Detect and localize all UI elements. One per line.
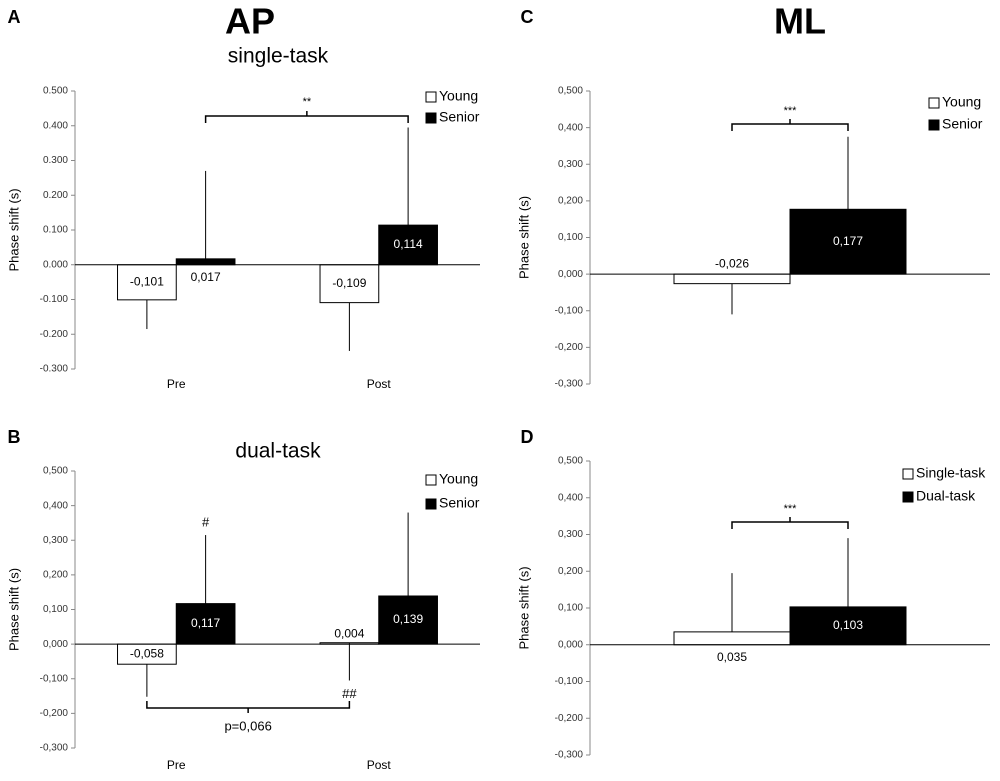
- legend-swatch: [928, 97, 940, 109]
- y-tick-label: -0,300: [555, 750, 584, 761]
- panel-letter: A: [8, 7, 21, 27]
- legend-label: Senior: [439, 109, 480, 125]
- bar: [175, 258, 236, 266]
- y-tick-label: 0,000: [43, 639, 68, 650]
- y-tick-label: 0.100: [43, 225, 68, 236]
- legend-label: Senior: [942, 116, 983, 132]
- y-tick-label: -0.100: [40, 294, 69, 305]
- legend-swatch: [902, 468, 914, 480]
- y-tick-label: 0,400: [43, 500, 68, 511]
- annotation: ##: [342, 686, 357, 701]
- legend-swatch: [425, 498, 437, 510]
- y-tick-label: 0,300: [558, 159, 583, 170]
- value-label: 0,177: [833, 234, 863, 248]
- column-title: ML: [774, 1, 826, 42]
- y-tick-label: -0,100: [40, 673, 69, 684]
- y-tick-label: 0,100: [558, 603, 583, 614]
- value-label: 0,035: [717, 650, 747, 664]
- y-tick-label: -0,200: [40, 708, 69, 719]
- y-axis-label: Phase shift (s): [6, 568, 21, 651]
- legend-label: Young: [942, 94, 981, 110]
- y-tick-label: -0,100: [555, 676, 584, 687]
- value-label: -0,058: [130, 646, 164, 660]
- y-tick-label: 0,500: [558, 456, 583, 467]
- y-tick-label: 0,100: [43, 604, 68, 615]
- panel-letter: D: [521, 427, 534, 447]
- legend-swatch: [902, 491, 914, 503]
- legend-swatch: [425, 112, 437, 124]
- y-tick-label: -0.200: [40, 329, 69, 340]
- bracket: [731, 123, 849, 131]
- y-tick-label: -0,300: [555, 379, 584, 390]
- legend-label: Young: [439, 88, 478, 104]
- y-tick-label: 0,400: [558, 122, 583, 133]
- y-tick-label: 0,200: [558, 196, 583, 207]
- value-label: 0,017: [191, 270, 221, 284]
- y-axis-label: Phase shift (s): [6, 188, 21, 271]
- bar: [789, 208, 907, 275]
- y-tick-label: 0.300: [43, 155, 68, 166]
- y-tick-label: 0,200: [43, 570, 68, 581]
- bar: [673, 273, 791, 285]
- legend-label: Dual-task: [916, 488, 976, 504]
- y-tick-label: 0,500: [43, 466, 68, 477]
- value-label: 0,004: [334, 626, 364, 640]
- x-tick-label: Post: [367, 758, 392, 772]
- y-tick-label: 0,500: [558, 86, 583, 97]
- legend-label: Young: [439, 471, 478, 487]
- annotation: **: [303, 96, 312, 108]
- value-label: 0,117: [191, 616, 220, 630]
- x-tick-label: Pre: [167, 377, 186, 391]
- y-tick-label: 0.500: [43, 86, 68, 97]
- bracket: [731, 521, 849, 529]
- y-tick-label: -0,300: [40, 743, 69, 754]
- y-tick-label: 0,000: [558, 639, 583, 650]
- value-label: 0,103: [833, 618, 863, 632]
- value-label: 0,114: [394, 237, 423, 251]
- x-tick-label: Pre: [167, 758, 186, 772]
- y-tick-label: 0,100: [558, 232, 583, 243]
- y-axis-label: Phase shift (s): [516, 196, 531, 279]
- y-tick-label: 0.200: [43, 190, 68, 201]
- y-tick-label: -0,100: [555, 305, 584, 316]
- y-tick-label: -0,200: [555, 342, 584, 353]
- column-title: AP: [225, 1, 275, 42]
- y-tick-label: 0,000: [558, 269, 583, 280]
- panel-letter: B: [8, 427, 21, 447]
- y-tick-label: 0.400: [43, 120, 68, 131]
- annotation: #: [202, 514, 210, 529]
- panel-title: single-task: [228, 45, 329, 68]
- legend-swatch: [928, 119, 940, 131]
- annotation: p=0,066: [224, 718, 271, 733]
- y-tick-label: 0.000: [43, 259, 68, 270]
- value-label: -0,101: [130, 274, 164, 288]
- legend-label: Senior: [439, 495, 480, 511]
- bar: [673, 631, 791, 646]
- legend-label: Single-task: [916, 465, 986, 481]
- y-tick-label: 0,300: [43, 535, 68, 546]
- value-label: 0,139: [393, 612, 423, 626]
- bar: [378, 224, 438, 266]
- bracket: [204, 115, 409, 123]
- annotation: ***: [784, 105, 798, 117]
- y-tick-label: 0,400: [558, 492, 583, 503]
- y-axis-label: Phase shift (s): [516, 566, 531, 649]
- value-label: -0,109: [332, 276, 366, 290]
- x-tick-label: Post: [367, 377, 392, 391]
- y-tick-label: -0.300: [40, 364, 69, 375]
- y-tick-label: -0,200: [555, 713, 584, 724]
- legend-swatch: [425, 474, 437, 486]
- panel-title: dual-task: [235, 440, 321, 463]
- value-label: -0,026: [715, 256, 749, 270]
- annotation: ***: [784, 503, 798, 515]
- legend-swatch: [425, 91, 437, 103]
- panel-letter: C: [521, 7, 534, 27]
- bracket: [146, 701, 351, 709]
- y-tick-label: 0,300: [558, 529, 583, 540]
- y-tick-label: 0,200: [558, 566, 583, 577]
- bar: [378, 595, 438, 645]
